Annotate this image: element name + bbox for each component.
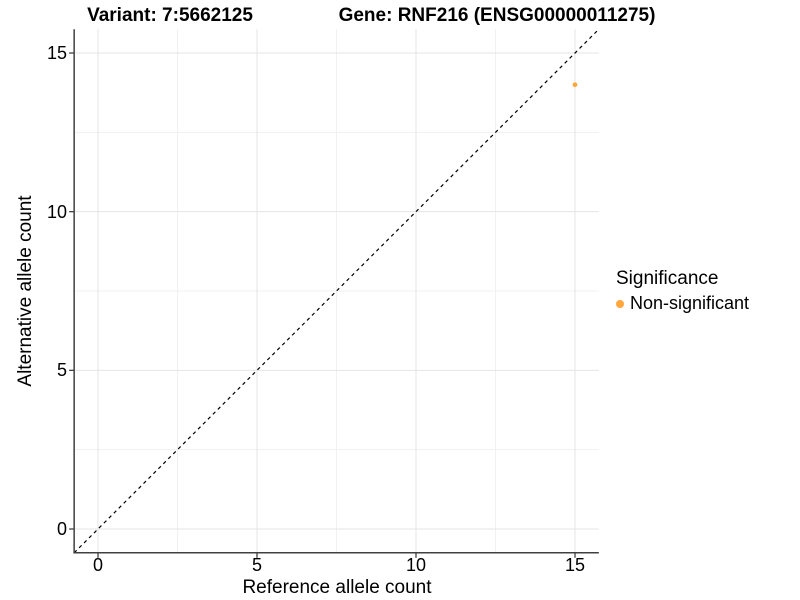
x-tick-label: 5 bbox=[251, 555, 263, 575]
axis-lines bbox=[73, 29, 599, 554]
legend-point-icon bbox=[616, 299, 624, 308]
identity-line bbox=[73, 28, 600, 554]
axis-tick-marks bbox=[69, 52, 576, 558]
y-tick-label: 5 bbox=[56, 360, 67, 381]
gridlines-minor bbox=[74, 29, 599, 553]
x-tick-label: 10 bbox=[405, 555, 427, 575]
legend-item-label: Non-significant bbox=[630, 293, 750, 313]
legend-title: Significance bbox=[616, 268, 719, 289]
y-axis-title: Alternative allele count bbox=[15, 195, 36, 387]
y-tick-label: 15 bbox=[46, 43, 67, 63]
data-point bbox=[572, 82, 578, 88]
y-tick-label: 0 bbox=[56, 519, 67, 539]
x-axis-title: Reference allele count bbox=[242, 577, 432, 598]
x-tick-label: 15 bbox=[564, 555, 586, 575]
identity-dashed-line bbox=[73, 28, 600, 554]
plot-title-gene: Gene: RNF216 (ENSG00000011275) bbox=[338, 5, 656, 26]
plot-title-variant: Variant: 7:5662125 bbox=[87, 5, 253, 26]
data-points bbox=[572, 82, 578, 88]
gridlines-major bbox=[74, 29, 599, 553]
y-tick-label: 10 bbox=[46, 201, 67, 222]
legend-item-non-significant: Non-significant bbox=[616, 293, 749, 314]
x-tick-label: 0 bbox=[92, 555, 104, 575]
legend: Significance Non-significant bbox=[616, 268, 749, 314]
